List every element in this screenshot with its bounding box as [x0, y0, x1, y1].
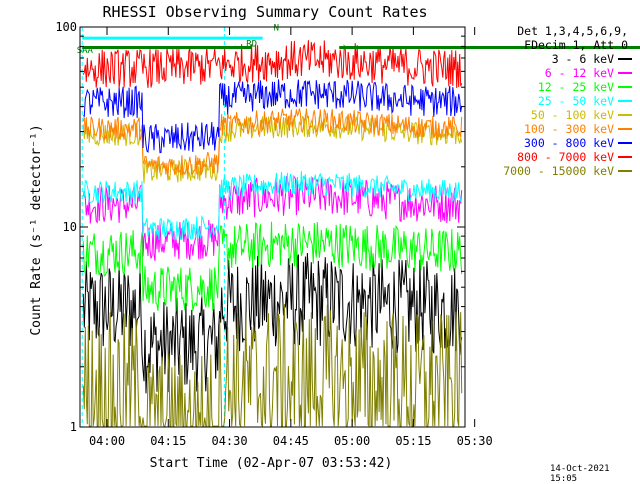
- annotation: RD: [246, 39, 257, 49]
- series-line: [82, 108, 463, 178]
- series-line: [82, 114, 463, 184]
- legend-entry: 7000 - 15000 keV: [490, 164, 636, 178]
- y-tick-label: 10: [63, 220, 77, 234]
- x-tick-label: 04:00: [89, 434, 125, 448]
- legend-entry: 800 - 7000 keV: [490, 150, 636, 164]
- legend-swatch: [618, 58, 632, 60]
- chart-title: RHESSI Observing Summary Count Rates: [102, 3, 427, 21]
- legend-entry: 12 - 25 keV: [490, 80, 636, 94]
- annotation: N: [274, 24, 279, 34]
- x-tick-label: 05:30: [457, 434, 493, 448]
- x-axis-label: Start Time (02-Apr-07 03:53:42): [150, 456, 393, 471]
- legend-swatch: [618, 156, 632, 158]
- x-tick-label: 05:15: [395, 434, 431, 448]
- x-tick-label: 04:15: [150, 434, 186, 448]
- legend-entry-label: 3 - 6 keV: [551, 52, 614, 66]
- x-tick-label: 05:00: [334, 434, 370, 448]
- legend-swatch: [618, 170, 632, 172]
- legend-entry-label: 50 - 100 keV: [530, 108, 614, 122]
- legend-entry-label: 7000 - 15000 keV: [503, 164, 614, 178]
- series-line: [82, 171, 463, 241]
- series-line: [82, 40, 463, 89]
- annotation: SAA: [77, 46, 94, 56]
- x-tick-label: 04:45: [273, 434, 309, 448]
- legend-entry-label: 25 - 50 keV: [537, 94, 614, 108]
- legend-entry: 3 - 6 keV: [490, 52, 636, 66]
- series-line: [82, 304, 463, 428]
- legend-entry: 6 - 12 keV: [490, 66, 636, 80]
- legend-entry: 100 - 300 keV: [490, 122, 636, 136]
- legend-entry-label: 100 - 300 keV: [523, 122, 614, 136]
- legend-header-line-2: FDecim 1, Att 0: [524, 38, 628, 52]
- legend-entry-label: 300 - 800 keV: [523, 136, 614, 150]
- x-tick-label: 04:30: [211, 434, 247, 448]
- footer-date: 14-Oct-2021 15:05: [550, 464, 610, 484]
- y-axis-label: Count Rate (s⁻¹ detector⁻¹): [29, 124, 44, 335]
- legend-header-line-1: Det 1,3,4,5,6,9,: [517, 24, 628, 38]
- legend-entry: 50 - 100 keV: [490, 108, 636, 122]
- legend-swatch: [618, 114, 632, 116]
- legend-entry: 300 - 800 keV: [490, 136, 636, 150]
- series-line: [83, 79, 463, 154]
- y-tick-label: 1: [70, 420, 77, 434]
- legend-swatch: [618, 100, 632, 102]
- legend-swatch: [618, 142, 632, 144]
- series-line: [82, 221, 463, 312]
- legend-swatch: [618, 72, 632, 74]
- legend-entry-label: 12 - 25 keV: [537, 80, 614, 94]
- legend-swatch: [618, 128, 632, 130]
- series-line: [82, 252, 463, 394]
- y-tick-label: 100: [55, 20, 77, 34]
- plot-area: RD N SAA 1 10 100 04:00 04:15 04:30 04:45 05:00 05:…: [55, 20, 640, 448]
- legend-entry-label: 800 - 7000 keV: [517, 150, 614, 164]
- legend-entry-label: 6 - 12 keV: [544, 66, 614, 80]
- legend-swatch: [618, 86, 632, 88]
- legend-entry: 25 - 50 keV: [490, 94, 636, 108]
- legend: Det 1,3,4,5,6,9, FDecim 1, Att 0 3 - 6 k…: [490, 24, 636, 178]
